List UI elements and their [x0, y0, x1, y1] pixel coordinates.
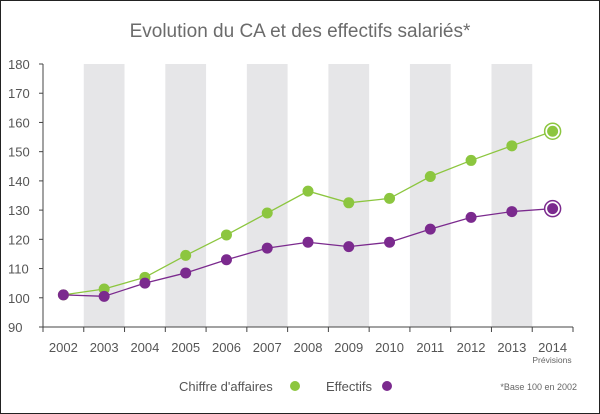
series-line-effectifs [63, 208, 553, 297]
data-point [465, 211, 477, 223]
y-axis: 90 100 110 120 130 140 150 160 170 180 [8, 57, 44, 335]
data-point [302, 185, 314, 197]
y-tick-label: 170 [8, 86, 30, 101]
legend-marker [290, 381, 300, 391]
x-tick-label: 2008 [294, 340, 323, 355]
band-2009 [328, 64, 370, 327]
data-point [180, 267, 192, 279]
data-point [220, 254, 232, 266]
y-tick-label: 150 [8, 145, 30, 160]
y-tick-label: 160 [8, 115, 30, 130]
y-tick-label: 110 [8, 262, 29, 277]
data-point [220, 229, 232, 241]
data-point [547, 125, 559, 137]
band-2005 [165, 64, 207, 327]
data-point [424, 171, 436, 183]
x-tick-label: 2004 [130, 340, 159, 355]
x-tick-label: 2011 [416, 340, 444, 355]
data-point [98, 290, 110, 302]
band-2013 [491, 64, 533, 327]
data-point [261, 242, 273, 254]
data-point [506, 140, 518, 152]
data-point [384, 192, 396, 204]
data-point [57, 289, 69, 301]
x-tick-label: 2010 [375, 340, 404, 355]
data-point [180, 249, 192, 261]
data-point [343, 241, 355, 253]
legend-label: Effectifs [326, 379, 373, 394]
x-tick-label: 2006 [212, 340, 241, 355]
y-tick-label: 90 [8, 320, 22, 335]
x-tick-label: 2012 [457, 340, 486, 355]
data-point [139, 277, 151, 289]
footnote: *Base 100 en 2002 [500, 382, 577, 392]
legend-label: Chiffre d'affaires [179, 379, 273, 394]
legend-marker [382, 381, 392, 391]
x-tick-label: 2009 [334, 340, 363, 355]
chart-title: Evolution du CA et des effectifs salarié… [130, 21, 471, 42]
x-tick-label: 2014 [538, 340, 567, 355]
band-2011 [409, 64, 451, 327]
x-tick-label: 2013 [497, 340, 526, 355]
data-point [424, 223, 436, 235]
x-tick-label: 2005 [171, 340, 200, 355]
y-tick-label: 100 [8, 291, 30, 306]
y-tick-label: 120 [8, 232, 30, 247]
data-point [302, 236, 314, 248]
x-axis: 2002 2003 2004 2005 2006 2007 2008 2009 2010 2011… [42, 326, 574, 355]
data-point [384, 236, 396, 248]
data-point [261, 207, 273, 219]
data-point [506, 206, 518, 218]
band-2007 [246, 64, 288, 327]
y-tick-label: 140 [8, 174, 30, 189]
x-tick-label: 2003 [90, 340, 119, 355]
series-points [57, 122, 562, 302]
background-bands [83, 64, 533, 327]
y-tick-label: 130 [8, 203, 30, 218]
x-sublabel: Prévisions [532, 355, 571, 365]
data-point [343, 197, 355, 209]
y-tick-label: 180 [8, 57, 30, 72]
legend: Chiffre d'affaires Effectifs [179, 379, 392, 394]
series-lines [63, 130, 553, 297]
x-tick-label: 2002 [49, 340, 78, 355]
data-point [465, 154, 477, 166]
series-line-chiffre-affaires [63, 130, 553, 296]
x-tick-label: 2007 [253, 340, 282, 355]
data-point [547, 203, 559, 215]
band-2003 [83, 64, 125, 327]
